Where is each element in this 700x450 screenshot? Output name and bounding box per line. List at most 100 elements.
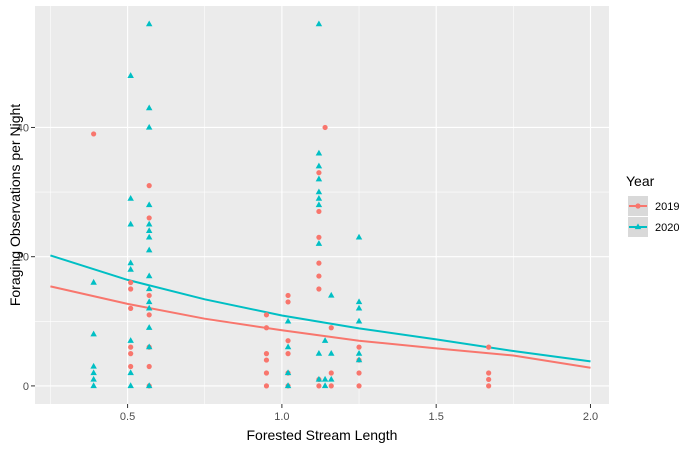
point-2020	[145, 324, 153, 330]
point-2020	[145, 272, 153, 279]
point-2020	[145, 20, 153, 27]
point-2019	[128, 351, 134, 357]
legend: Year 2019 2020	[626, 173, 679, 237]
point-2020	[284, 369, 292, 376]
point-2020	[145, 298, 153, 305]
point-2020	[127, 369, 134, 376]
legend-marker-2020	[634, 223, 642, 230]
trend-line-2020	[50, 254, 591, 363]
point-2019	[128, 344, 134, 350]
point-2019	[356, 344, 362, 350]
point-2019	[146, 215, 152, 221]
y-tick-label: 20	[17, 252, 29, 264]
point-2020	[315, 20, 323, 27]
point-2020	[127, 337, 134, 343]
point-2020	[321, 382, 329, 389]
point-2019	[263, 383, 270, 389]
point-2020	[315, 162, 323, 169]
point-2019	[316, 273, 322, 279]
x-tick-label: 0.5	[120, 411, 135, 423]
point-2020	[90, 375, 97, 382]
point-2019	[328, 325, 334, 331]
point-2020	[145, 343, 153, 350]
point-2019	[316, 208, 322, 215]
point-2019	[285, 299, 291, 305]
point-2019	[263, 357, 270, 363]
point-2019	[285, 351, 291, 357]
x-tick-label: 1.5	[429, 411, 444, 423]
point-2019	[316, 234, 322, 240]
point-2019	[146, 312, 152, 318]
panel-background	[35, 6, 609, 404]
point-2020	[315, 188, 323, 195]
point-2020	[90, 382, 97, 389]
point-2020	[145, 104, 153, 111]
point-2019	[316, 383, 322, 389]
point-2019	[91, 131, 97, 137]
point-2020	[315, 201, 323, 208]
point-2020	[355, 356, 363, 363]
point-2020	[315, 350, 323, 356]
point-2020	[90, 330, 97, 337]
point-2019	[356, 370, 362, 376]
point-2019	[322, 124, 328, 131]
point-2019	[328, 383, 334, 389]
point-2020	[145, 123, 153, 130]
trend-line-2019	[50, 285, 591, 369]
point-2020	[145, 227, 153, 234]
y-tick-label: 0	[23, 381, 29, 393]
point-2020	[328, 350, 335, 356]
point-2019	[486, 383, 492, 389]
x-tick-label: 1.0	[274, 411, 289, 423]
point-2020	[328, 291, 335, 298]
point-2019	[263, 325, 270, 331]
point-2019	[486, 376, 492, 383]
point-2020	[127, 72, 134, 78]
point-2020	[90, 362, 97, 369]
legend-label-2019: 2019	[655, 201, 679, 213]
point-2020	[90, 369, 97, 376]
point-2020	[284, 382, 292, 389]
point-2020	[355, 317, 363, 324]
data-points	[90, 20, 492, 389]
point-2020	[284, 317, 292, 324]
point-2020	[355, 304, 363, 311]
x-axis-ticks: 0.5 1.0 1.5 2.0	[120, 404, 598, 423]
point-2019	[356, 383, 362, 389]
point-2020	[145, 285, 153, 292]
point-2020	[315, 175, 323, 182]
x-tick-label: 2.0	[583, 411, 598, 423]
trend-lines	[50, 254, 591, 369]
point-2019	[263, 351, 270, 357]
point-2020	[127, 259, 134, 266]
point-2020	[127, 382, 134, 389]
point-2019	[263, 312, 270, 318]
point-2020	[145, 201, 153, 208]
legend-entries: 2019 2020	[628, 196, 679, 237]
legend-title: Year	[626, 173, 655, 189]
point-2019	[146, 183, 152, 189]
x-axis-title: Forested Stream Length	[247, 427, 398, 443]
point-2019	[316, 286, 322, 292]
point-2020	[355, 233, 363, 240]
point-2019	[146, 363, 152, 370]
point-2020	[145, 233, 153, 240]
point-2020	[127, 194, 134, 201]
point-2019	[285, 338, 291, 344]
point-2020	[145, 246, 153, 253]
point-2019	[486, 370, 492, 376]
point-2019	[263, 370, 270, 376]
point-2019	[285, 292, 291, 299]
y-tick-label: 40	[17, 122, 29, 134]
point-2020	[315, 240, 323, 246]
legend-marker-2019	[635, 203, 641, 209]
point-2020	[127, 266, 134, 272]
point-2020	[315, 194, 323, 201]
point-2019	[128, 305, 134, 311]
point-2020	[145, 220, 153, 227]
point-2020	[355, 298, 363, 305]
point-2020	[321, 375, 329, 382]
point-2020	[284, 343, 292, 350]
point-2020	[90, 278, 97, 285]
